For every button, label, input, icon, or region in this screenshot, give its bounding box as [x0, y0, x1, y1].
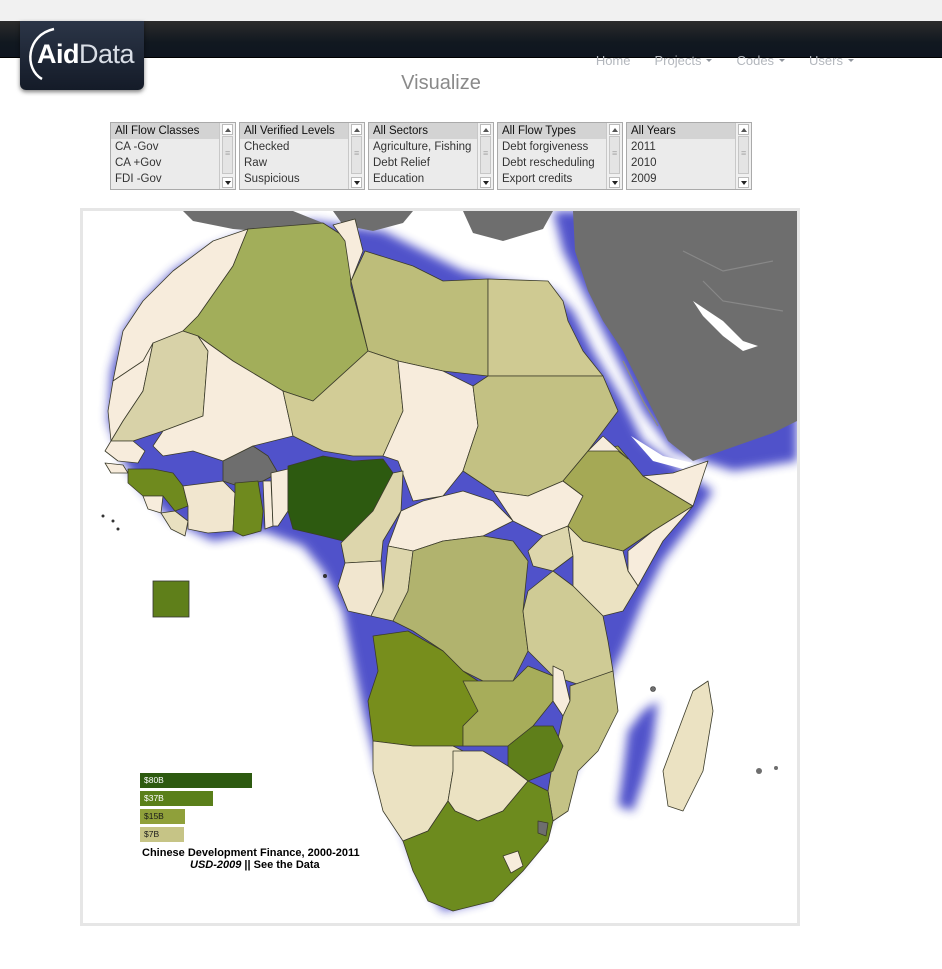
scroll-up-arrow-icon[interactable]	[351, 124, 362, 135]
listbox-option[interactable]: All Flow Types	[498, 123, 622, 139]
country-cote-divoire	[182, 480, 236, 534]
listbox-option[interactable]: All Flow Classes	[111, 123, 235, 139]
logo-regular: Data	[79, 39, 135, 69]
listbox-option[interactable]: Checked	[244, 141, 290, 153]
nav-item-codes[interactable]: Codes	[736, 52, 786, 68]
country-south-africa	[402, 780, 554, 912]
see-the-data-link[interactable]: See the Data	[253, 859, 320, 871]
legend-bar: $80B	[140, 773, 252, 788]
map-container[interactable]	[80, 208, 800, 926]
listbox-option[interactable]: CA +Gov	[115, 157, 162, 169]
country-liberia	[160, 510, 189, 537]
listbox-option[interactable]: Export credits	[502, 173, 573, 185]
listbox-scrollbar[interactable]	[606, 123, 622, 189]
africa-countries	[104, 218, 714, 912]
aiddata-logo[interactable]: AidData	[20, 21, 144, 90]
scroll-down-arrow-icon[interactable]	[609, 177, 620, 188]
country-ghana	[232, 480, 264, 537]
country-lesotho	[502, 850, 524, 874]
listbox-option[interactable]: Agriculture, Fishing	[373, 141, 472, 153]
listbox-option[interactable]: 2009	[631, 173, 657, 185]
listbox-scrollbar[interactable]	[219, 123, 235, 189]
nav-item-label: Codes	[736, 52, 775, 68]
scroll-down-arrow-icon[interactable]	[351, 177, 362, 188]
logo-swoosh-icon	[29, 27, 55, 81]
scroll-down-arrow-icon[interactable]	[738, 177, 749, 188]
listbox-option[interactable]: Debt Relief	[373, 157, 430, 169]
scroll-thumb[interactable]	[222, 136, 233, 174]
scroll-up-arrow-icon[interactable]	[609, 124, 620, 135]
listbox-scrollbar[interactable]	[735, 123, 751, 189]
country-madagascar	[662, 680, 714, 812]
scroll-down-arrow-icon[interactable]	[222, 177, 233, 188]
nav-item-users[interactable]: Users	[809, 53, 854, 68]
browser-top-strip	[0, 0, 942, 21]
nav-item-label: Home	[595, 52, 631, 68]
africa-choropleth-map[interactable]	[83, 211, 797, 923]
listbox-option[interactable]: CA -Gov	[115, 141, 159, 153]
country-cameroon	[340, 470, 404, 564]
scroll-up-arrow-icon[interactable]	[738, 124, 749, 135]
country-eritrea	[587, 435, 629, 460]
legend-bar: $7B	[140, 827, 184, 842]
listbox-option[interactable]: FDI -Gov	[115, 173, 162, 185]
legend-unit: USD-2009	[190, 859, 242, 871]
legend-bar: $37B	[140, 791, 213, 806]
nav-item-projects[interactable]: Projects	[655, 53, 713, 68]
flow-classes-listbox[interactable]: All Flow Classes CA -Gov CA +Gov FDI -Gov	[110, 122, 236, 190]
listbox-scrollbar[interactable]	[477, 123, 493, 189]
scroll-down-arrow-icon[interactable]	[480, 177, 491, 188]
nav-item-label: Projects	[654, 52, 702, 68]
non-africa-land	[183, 211, 797, 469]
page-title: Visualize	[401, 72, 481, 94]
legend-separator: ||	[241, 859, 254, 871]
listbox-scrollbar[interactable]	[348, 123, 364, 189]
sectors-listbox[interactable]: All Sectors Agriculture, Fishing Debt Reli…	[368, 122, 494, 190]
scroll-thumb[interactable]	[609, 136, 620, 174]
country-burkina-faso	[222, 445, 279, 487]
country-swaziland	[537, 820, 549, 837]
listbox-option[interactable]: All Sectors	[369, 123, 493, 139]
listbox-option[interactable]: Education	[373, 173, 425, 185]
logo-bold: Aid	[37, 39, 80, 69]
nav-item-label: Users	[809, 52, 843, 68]
nav-item-home[interactable]: Home	[596, 53, 631, 68]
legend-subtitle: USD-2009 || See the Data	[190, 859, 320, 871]
scroll-up-arrow-icon[interactable]	[480, 124, 491, 135]
listbox-option[interactable]: 2010	[631, 157, 657, 169]
navbar: Home Projects Codes Users	[0, 21, 942, 68]
scroll-thumb[interactable]	[738, 136, 749, 174]
caret-down-icon	[706, 59, 713, 62]
country-benin	[270, 468, 289, 527]
listbox-option[interactable]: 2011	[631, 141, 656, 153]
nav-menu: Home Projects Codes Users	[572, 42, 854, 78]
islands	[101, 514, 778, 774]
scroll-thumb[interactable]	[480, 136, 491, 174]
scroll-thumb[interactable]	[351, 136, 362, 174]
listbox-option[interactable]: Suspicious	[244, 173, 300, 185]
listbox-option[interactable]: Raw	[244, 157, 268, 169]
logo-text: AidData	[37, 39, 135, 70]
listbox-option[interactable]: Debt forgiveness	[502, 141, 589, 153]
listbox-option[interactable]: All Verified Levels	[240, 123, 364, 139]
caret-down-icon	[848, 59, 854, 62]
listbox-option[interactable]: Debt rescheduling	[502, 157, 595, 169]
listbox-option[interactable]: All Years	[627, 123, 751, 139]
legend-bar: $15B	[140, 809, 185, 824]
legend-title: Chinese Development Finance, 2000-2011	[142, 847, 360, 859]
caret-down-icon	[779, 59, 786, 62]
country-guinea	[127, 468, 189, 512]
verified-levels-listbox[interactable]: All Verified Levels Checked Raw Suspicious	[239, 122, 365, 190]
country-tunisia	[332, 218, 364, 282]
country-senegal	[104, 440, 146, 464]
years-listbox[interactable]: All Years 2011 2010 2009	[626, 122, 752, 190]
country-mozambique	[547, 670, 619, 822]
scroll-up-arrow-icon[interactable]	[222, 124, 233, 135]
country-kenya	[567, 525, 639, 617]
flow-types-listbox[interactable]: All Flow Types Debt forgiveness Debt resch…	[497, 122, 623, 190]
